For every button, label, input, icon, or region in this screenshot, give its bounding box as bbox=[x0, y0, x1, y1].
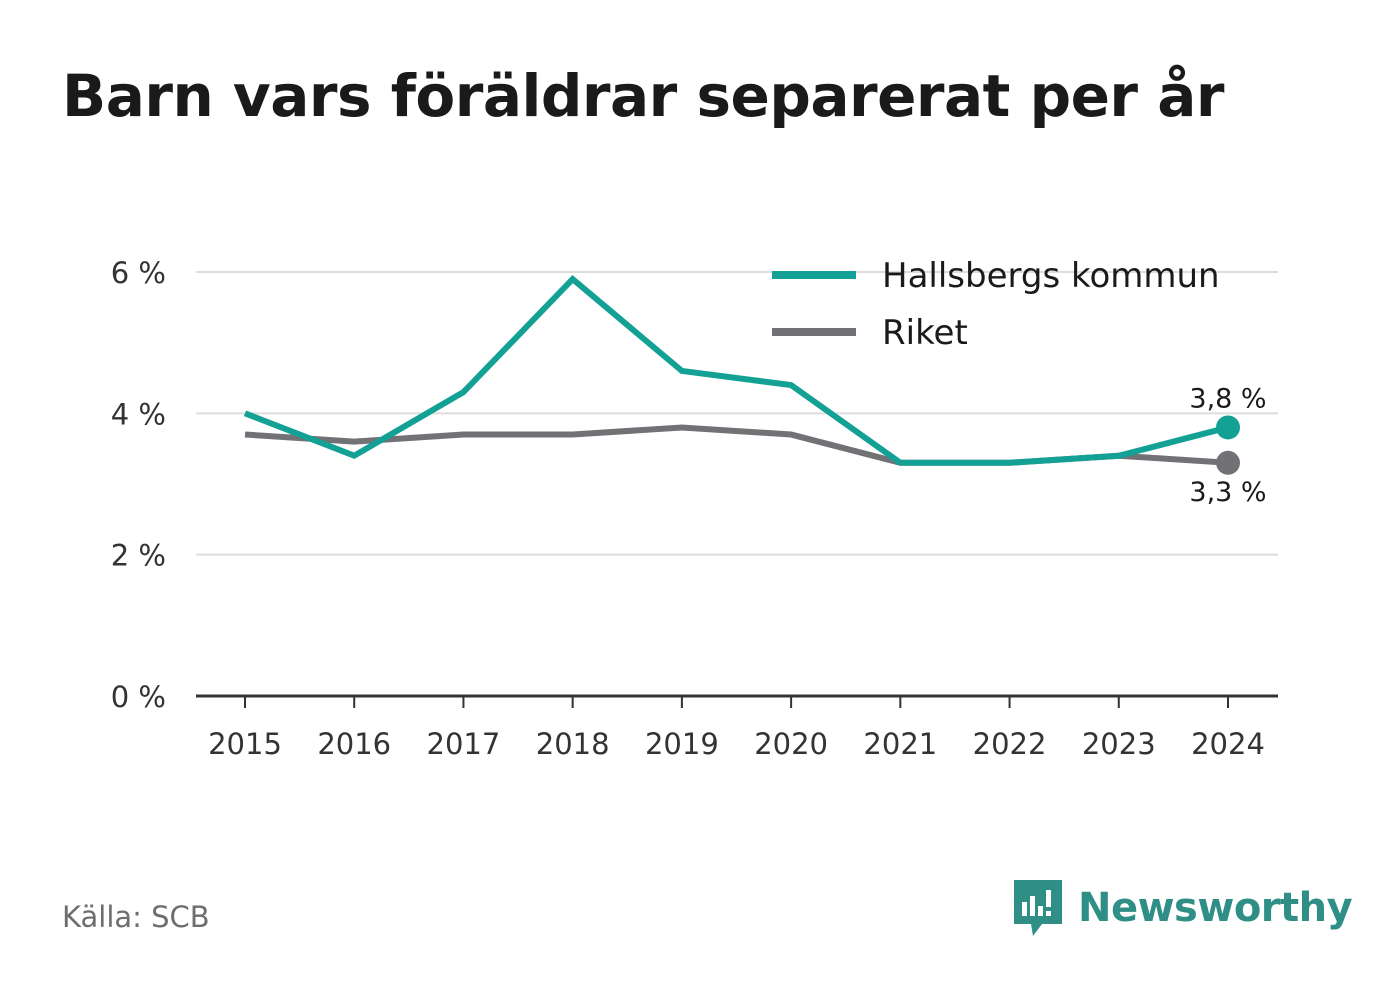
y-axis-tick-labels: 0 % 2 % 4 % 6 % bbox=[111, 256, 166, 714]
legend-label: Hallsbergs kommun bbox=[882, 256, 1220, 296]
x-tick-label: 2023 bbox=[1082, 727, 1156, 761]
y-tick-label: 6 % bbox=[111, 256, 166, 290]
series-line-0 bbox=[243, 274, 1229, 466]
x-tick-label: 2020 bbox=[754, 727, 828, 761]
x-tick-label: 2018 bbox=[536, 727, 610, 761]
end-value-label: 3,8 % bbox=[1189, 383, 1266, 414]
brand-logo: Newsworthy bbox=[1012, 878, 1353, 938]
y-tick-label: 2 % bbox=[111, 539, 166, 573]
legend: Hallsbergs kommun Riket bbox=[772, 256, 1220, 353]
end-value-label: 3,3 % bbox=[1189, 477, 1266, 508]
y-tick-label: 4 % bbox=[111, 397, 166, 431]
end-point-0 bbox=[1216, 415, 1240, 440]
x-tick-label: 2019 bbox=[645, 727, 719, 761]
y-tick-label: 0 % bbox=[111, 680, 166, 714]
x-tick-label: 2017 bbox=[427, 727, 501, 761]
legend-label: Riket bbox=[882, 313, 968, 353]
x-axis-ticks: 2015 2016 2017 2018 2019 2020 2021 2022 2023 2024 bbox=[208, 696, 1265, 761]
x-tick-label: 2021 bbox=[863, 727, 937, 761]
x-tick-label: 2024 bbox=[1191, 727, 1265, 761]
newsworthy-logo-icon bbox=[1014, 880, 1062, 936]
chart-title: Barn vars föräldrar separerat per år bbox=[62, 62, 1224, 130]
brand-name: Newsworthy bbox=[1078, 885, 1353, 931]
end-point-1 bbox=[1216, 450, 1240, 475]
gridlines bbox=[196, 271, 1278, 556]
x-tick-label: 2016 bbox=[317, 727, 391, 761]
series-lines bbox=[243, 274, 1229, 466]
end-points: 3,8 % 3,3 % bbox=[1189, 383, 1266, 507]
source-note: Källa: SCB bbox=[62, 900, 210, 934]
x-tick-label: 2015 bbox=[208, 727, 282, 761]
x-tick-label: 2022 bbox=[973, 727, 1047, 761]
